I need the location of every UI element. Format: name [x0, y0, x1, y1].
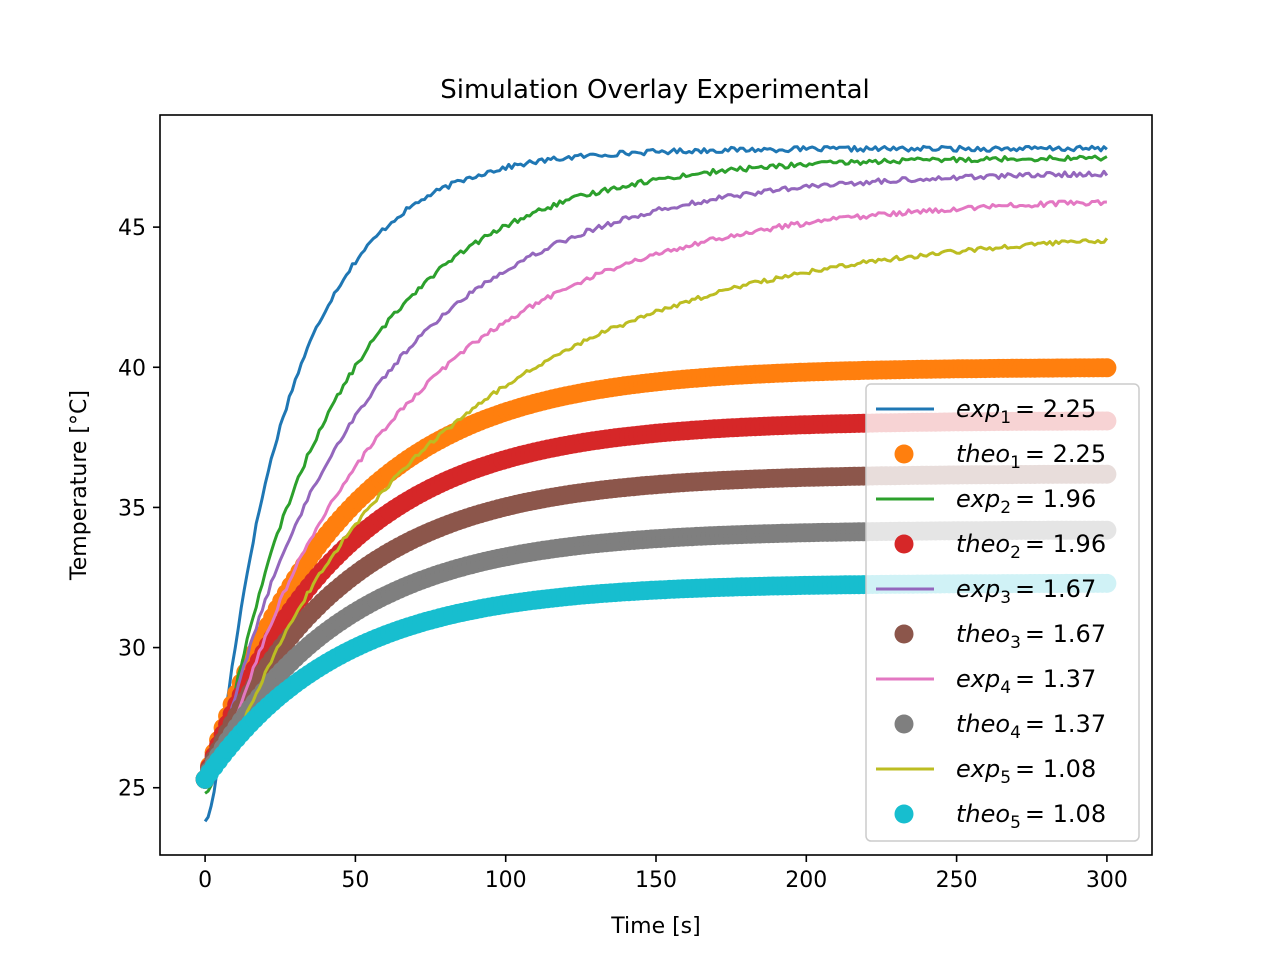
- legend-label-theo-3: theo3 = 1.67: [956, 620, 1106, 653]
- legend-label-theo-1: theo1 = 2.25: [956, 440, 1106, 473]
- x-tick-label: 300: [1086, 868, 1128, 893]
- legend-label-theo-4: theo4 = 1.37: [956, 710, 1106, 743]
- legend-label-exp-4: exp4 = 1.37: [956, 665, 1096, 698]
- legend-label-theo-2: theo2 = 1.96: [956, 530, 1106, 563]
- legend-handle-theo-4: [894, 714, 914, 734]
- y-tick-label: 45: [118, 216, 146, 241]
- x-axis-label: Time [s]: [610, 914, 700, 939]
- y-tick-label: 40: [118, 356, 146, 381]
- x-tick-label: 200: [785, 868, 827, 893]
- legend-handle-theo-2: [894, 534, 914, 554]
- series-exp-4: [204, 199, 1107, 781]
- x-tick-label: 50: [341, 868, 369, 893]
- y-tick-label: 30: [118, 637, 146, 662]
- y-tick-label: 35: [118, 496, 146, 521]
- series-exp-1: [203, 144, 1108, 823]
- x-axis-ticks: 0 50 100 150 200 250 300: [198, 855, 1128, 893]
- x-tick-label: 0: [198, 868, 212, 893]
- legend-label-exp-3: exp3 = 1.67: [956, 575, 1096, 608]
- legend: exp1 = 2.25 theo1 = 2.25 exp2 = 1.96 theo2 = 1.…: [865, 383, 1140, 842]
- legend-box: [865, 383, 1140, 842]
- y-tick-label: 25: [118, 777, 146, 802]
- series-exp-3: [204, 169, 1109, 781]
- legend-label-exp-1: exp1 = 2.25: [956, 395, 1096, 428]
- series-exp-5: [204, 237, 1109, 781]
- y-axis-ticks: 25 30 35 40 45: [118, 216, 160, 802]
- legend-handle-theo-3: [894, 624, 914, 644]
- legend-handle-theo-1: [894, 444, 914, 464]
- x-tick-label: 250: [936, 868, 978, 893]
- legend-label-theo-5: theo5 = 1.08: [956, 800, 1106, 833]
- marker-theo-1: [1097, 358, 1117, 378]
- plot-series-layer: [195, 144, 1117, 823]
- x-tick-label: 100: [485, 868, 527, 893]
- legend-label-exp-5: exp5 = 1.08: [956, 755, 1096, 788]
- series-exp-2: [204, 154, 1108, 795]
- x-tick-label: 150: [635, 868, 677, 893]
- legend-label-exp-2: exp2 = 1.96: [956, 485, 1096, 518]
- y-axis-label: Temperature [°C]: [67, 390, 92, 581]
- chart-title: Simulation Overlay Experimental: [440, 75, 869, 105]
- legend-handle-theo-5: [894, 804, 914, 824]
